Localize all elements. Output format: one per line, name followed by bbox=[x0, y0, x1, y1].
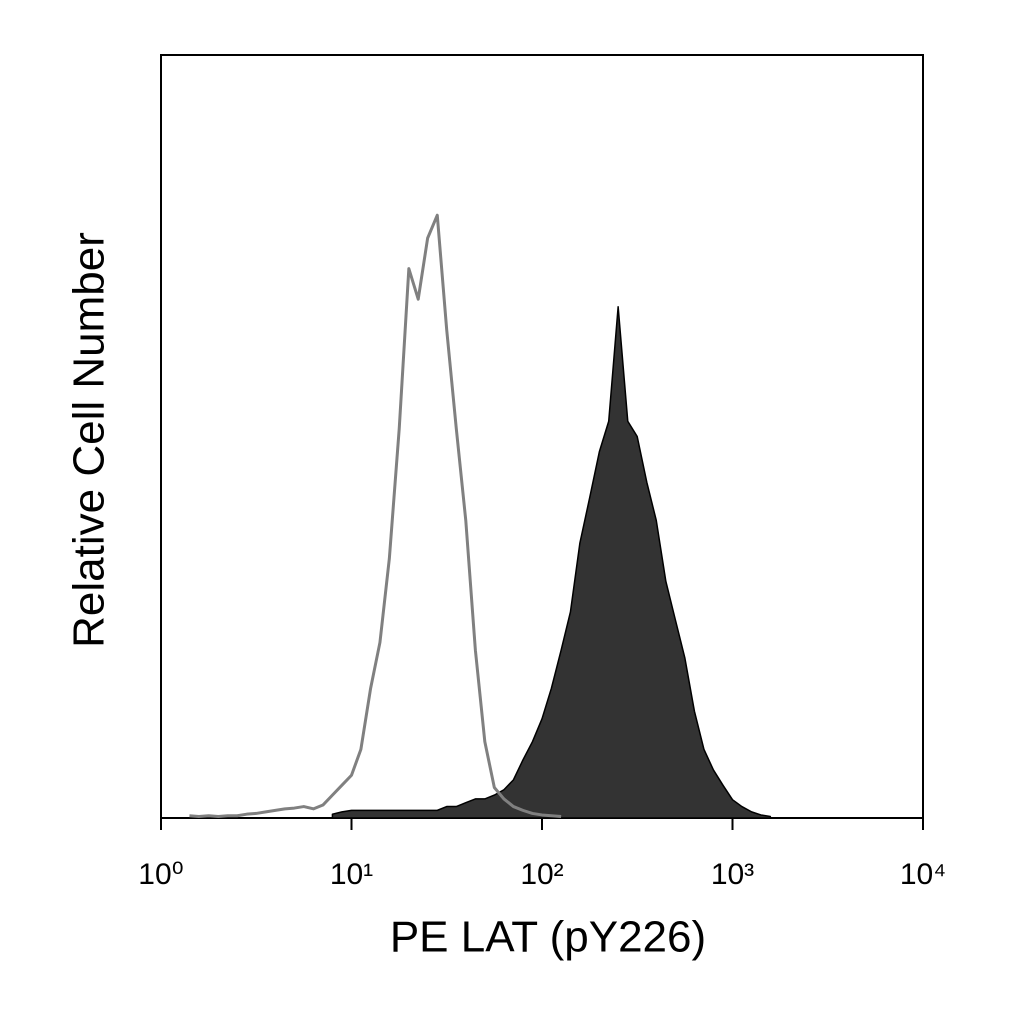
x-tick-label: 10³ bbox=[711, 858, 754, 891]
x-tick-label: 10² bbox=[520, 858, 563, 891]
x-tick-label: 10⁰ bbox=[138, 858, 183, 891]
x-axis-title: PE LAT (pY226) bbox=[390, 913, 706, 962]
histogram-line bbox=[189, 213, 562, 818]
y-axis-title: Relative Cell Number bbox=[65, 232, 114, 648]
plot-frame bbox=[160, 54, 924, 819]
histogram-area bbox=[331, 306, 772, 819]
x-tick-label: 10⁴ bbox=[900, 858, 946, 891]
x-tick-label: 10¹ bbox=[330, 858, 373, 891]
